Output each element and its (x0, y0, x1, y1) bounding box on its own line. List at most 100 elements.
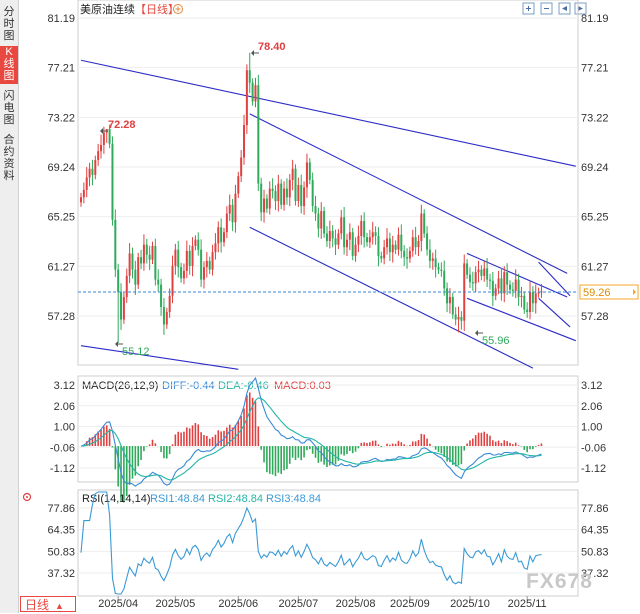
candle-body (374, 232, 377, 236)
current-price-label: 59.26 (583, 287, 611, 299)
candle-body (308, 162, 311, 180)
candle-body (471, 282, 474, 284)
date-tick-label: 2025/06 (218, 598, 258, 610)
candle-body (468, 274, 471, 283)
zoom-in-icon[interactable] (522, 2, 535, 15)
annotation-high: 78.40 (251, 41, 286, 56)
tab-time-sharing[interactable]: 分时图 (0, 6, 18, 42)
candlestick-series (80, 52, 543, 343)
candle-body (263, 198, 266, 213)
tab-contract-info[interactable]: 合约资料 (0, 134, 18, 186)
candle-body (228, 204, 231, 214)
candle-body (431, 258, 434, 261)
candle-body (311, 179, 314, 207)
price-tick-label-right: 57.28 (581, 311, 609, 323)
tab-flash-chart[interactable]: 闪电图 (0, 90, 18, 128)
price-tick-label-right: 77.21 (581, 63, 609, 75)
tab-kline-label: K线图 (3, 46, 15, 82)
price-tick-label-left: 81.19 (47, 13, 75, 25)
date-tick-label: 2025/05 (155, 598, 195, 610)
candle-body (514, 279, 517, 291)
rsi-legend-rsi3: RSI3:48.84 (266, 493, 321, 505)
rsi-line (80, 491, 542, 595)
candle-body (145, 244, 148, 255)
candle-body (328, 230, 331, 241)
candle-body (334, 238, 337, 245)
period-select-label: 日线 (25, 598, 50, 612)
candle-body (180, 267, 183, 279)
price-panel-frame (77, 0, 579, 366)
candle-body (480, 269, 483, 276)
candle-body (406, 257, 409, 259)
candle-body (523, 295, 526, 310)
settings-icon[interactable] (22, 492, 32, 502)
macd-axis: 3.12 3.12 2.06 2.06 1.00 1.00 -0.06 -0.06 -1.12 -… (50, 380, 606, 475)
candle-body (197, 239, 200, 250)
candle-body (134, 269, 137, 285)
trend-line (80, 59, 576, 167)
candle-body (486, 268, 489, 280)
candle-body (285, 188, 288, 198)
candle-body (320, 211, 323, 229)
period-select[interactable]: 日线 ▲ (20, 596, 76, 612)
candle-body (420, 213, 423, 241)
rsi-tick-label-right: 50.83 (581, 546, 609, 558)
candle-body (142, 244, 145, 264)
candle-body (540, 291, 543, 293)
trend-line (249, 113, 568, 274)
trend-lines (80, 59, 576, 370)
rsi-tick-label-right: 64.35 (581, 525, 609, 537)
candle-body (477, 269, 480, 273)
candle-body (240, 157, 243, 177)
macd-histogram (83, 392, 543, 503)
candle-body (182, 270, 185, 279)
candle-body (177, 249, 180, 268)
candle-body (194, 239, 197, 246)
candle-body (403, 250, 406, 258)
candle-body (488, 279, 491, 281)
prev-icon[interactable] (558, 2, 571, 15)
candle-body (185, 250, 188, 271)
price-tick-label-left: 77.21 (47, 63, 75, 75)
candle-body (446, 288, 449, 304)
rsi-tick-label-left: 50.83 (47, 546, 75, 558)
rsi-tick-label-left: 64.35 (47, 525, 75, 537)
candle-body (265, 198, 268, 209)
candle-body (491, 280, 494, 296)
candle-body (97, 151, 100, 160)
annotation-local-high: 72.28 (100, 119, 136, 134)
next-icon[interactable] (574, 2, 587, 15)
candle-body (509, 284, 511, 290)
tab-kline[interactable]: K线图 (0, 46, 18, 84)
candle-body (243, 125, 246, 158)
candle-body (191, 245, 194, 266)
macd-tick-label-right: -0.06 (581, 442, 606, 454)
price-tick-label-left: 69.24 (47, 162, 75, 174)
candle-body (331, 230, 334, 239)
rsi-axis: 77.86 77.86 64.35 64.35 50.83 50.83 37.32 37.32 (47, 503, 608, 580)
candle-body (151, 245, 154, 260)
price-tick-label-right: 69.24 (581, 162, 609, 174)
annotation-low: 55.12 (115, 341, 150, 358)
candle-body (280, 183, 283, 205)
price-tick-label-left: 61.27 (47, 261, 75, 273)
candle-body (323, 211, 326, 234)
candle-body (168, 295, 171, 313)
date-tick-label: 2025/10 (450, 598, 490, 610)
candle-body (343, 217, 346, 248)
candle-body (157, 279, 160, 285)
candle-body (325, 233, 328, 241)
price-grid (78, 17, 578, 317)
price-pointer-icon (633, 289, 636, 295)
candle-body (423, 213, 426, 234)
tab-time-sharing-label: 分时图 (3, 6, 15, 42)
period-tag[interactable]: 【日线】 (135, 2, 179, 16)
plus-circle-icon[interactable] (173, 4, 183, 14)
zoom-out-icon[interactable] (540, 2, 553, 15)
trend-line (538, 297, 571, 328)
price-axis-right: 81.19 77.21 73.22 69.24 65.25 61.27 57.28 (581, 13, 609, 323)
candle-body (531, 292, 534, 304)
candle-body (388, 238, 391, 253)
candle-body (348, 232, 351, 240)
candle-body (100, 145, 103, 152)
